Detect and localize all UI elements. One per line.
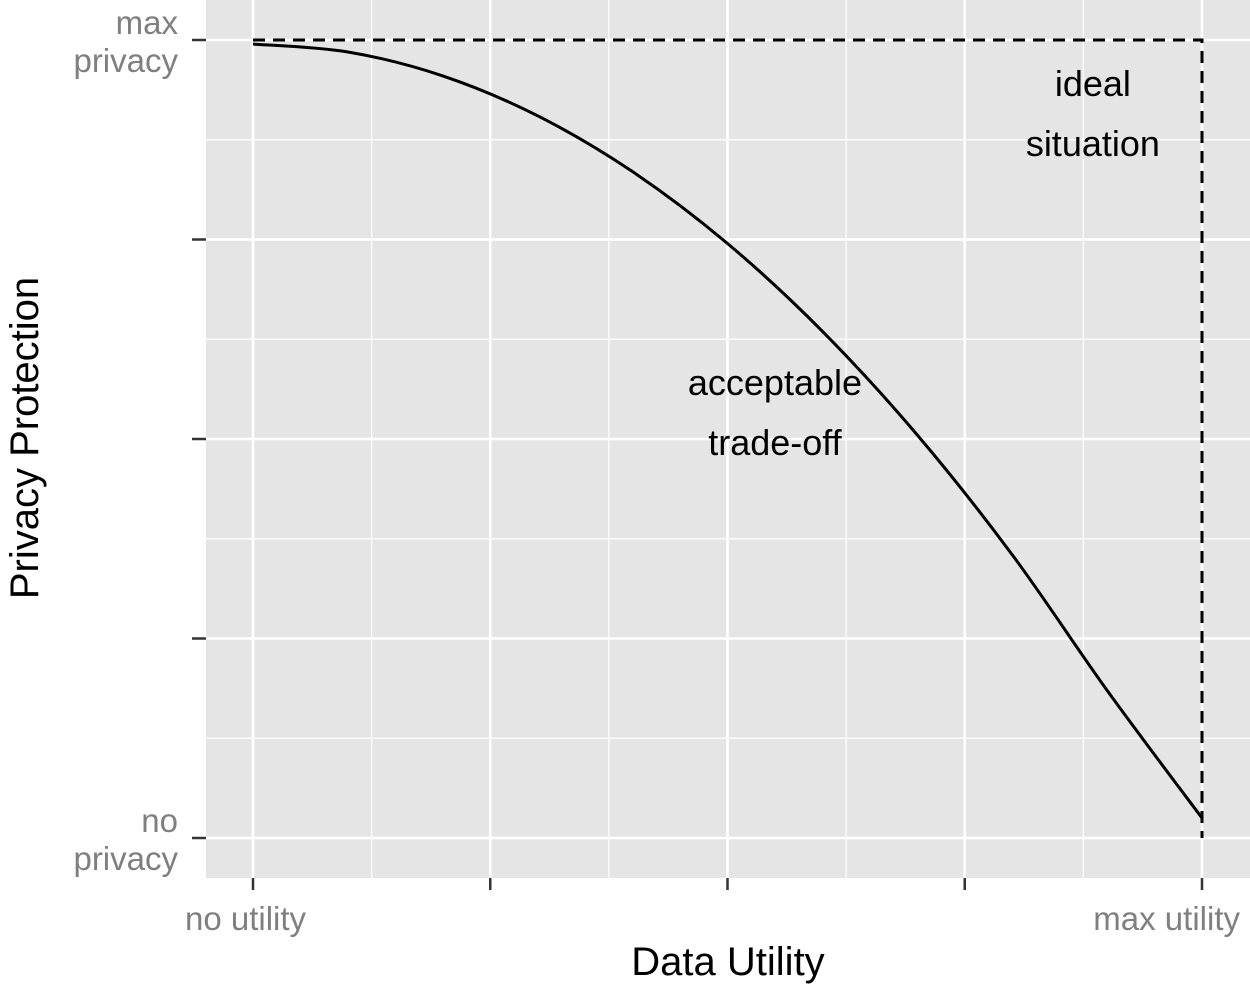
annotation-acceptable-trade-off: acceptable trade-off (688, 362, 862, 463)
x-axis: no utility max utility (185, 878, 1240, 937)
y-axis-title: Privacy Protection (3, 277, 47, 599)
x-tick-label: no utility (185, 900, 307, 937)
series-layer (252, 38, 1204, 838)
x-tick-label: max utility (1093, 900, 1240, 937)
x-axis-title: Data Utility (631, 940, 824, 984)
annotation-line: ideal (1055, 63, 1131, 104)
annotation-layer: ideal situation acceptable trade-off (688, 63, 1160, 463)
y-tick-label: max privacy (73, 4, 178, 79)
y-tick-label-line: no (141, 802, 178, 839)
annotation-line: acceptable (688, 362, 862, 403)
annotation-line: trade-off (708, 422, 842, 463)
y-tick-label-line: max (116, 4, 179, 41)
tradeoff-curve (252, 42, 1204, 819)
y-tick-label-line: privacy (73, 42, 178, 79)
y-tick-label-line: privacy (73, 840, 178, 877)
ideal-boundary-dashed-line (253, 38, 1204, 838)
annotation-ideal-situation: ideal situation (1026, 63, 1160, 164)
y-tick-label: no privacy (73, 802, 178, 877)
annotation-line: situation (1026, 123, 1160, 164)
